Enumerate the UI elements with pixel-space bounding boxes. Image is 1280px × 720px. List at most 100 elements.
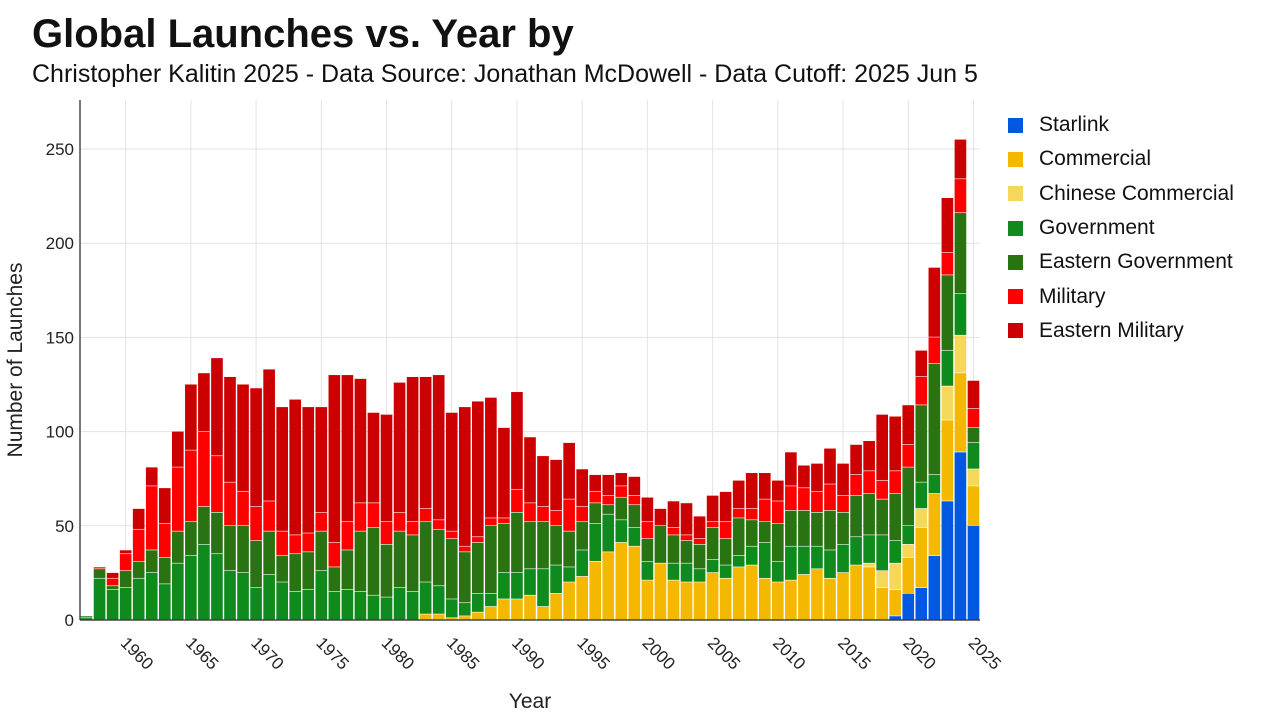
bar-segment (498, 518, 510, 524)
bar-segment (628, 505, 641, 528)
bar-segment (889, 563, 902, 590)
bar-segment (667, 527, 680, 535)
x-tick-label: 2010 (769, 633, 809, 673)
bar-segment (615, 486, 628, 497)
bar-segment (419, 614, 432, 620)
legend: Starlink Commercial Chinese Commercial Gove… (1008, 108, 1234, 348)
bar-segment (119, 587, 132, 620)
bar-segment (93, 578, 106, 620)
bar-segment (798, 465, 810, 488)
bar-segment (915, 587, 928, 620)
bar-segment (772, 480, 784, 501)
legend-label: Eastern Government (1039, 250, 1233, 274)
bar-segment (641, 522, 654, 539)
x-tick-label: 1960 (117, 633, 157, 673)
bar-segment (889, 589, 902, 616)
bar-segment (172, 431, 184, 467)
bar-segment (406, 376, 419, 522)
bar-segment (680, 540, 693, 563)
bar-segment (445, 531, 458, 539)
legend-item[interactable]: Starlink (1008, 108, 1234, 142)
legend-item[interactable]: Eastern Military (1008, 314, 1234, 348)
bar-segment (615, 520, 628, 543)
bar-segment (745, 565, 758, 620)
bar-segment (758, 578, 771, 620)
legend-label: Military (1039, 284, 1106, 308)
bar-segment (198, 506, 210, 545)
bar-segment (915, 482, 928, 509)
bar-segment (928, 267, 941, 337)
bar-segment (915, 405, 928, 482)
bar-segment (432, 520, 445, 529)
bar-segment (811, 491, 823, 512)
bar-segment (863, 471, 875, 494)
bar-segment (902, 544, 915, 558)
bar-segment (902, 467, 915, 526)
bar-segment (706, 527, 719, 560)
bar-segment (772, 501, 784, 524)
bar-segment (824, 550, 836, 578)
bar-segment (367, 412, 380, 503)
legend-item[interactable]: Eastern Government (1008, 245, 1234, 279)
legend-swatch (1008, 186, 1023, 202)
bar-segment (172, 467, 184, 531)
bar-segment (211, 456, 223, 513)
bar-segment (119, 550, 132, 554)
bar-segment (837, 544, 849, 573)
bar-segment (472, 593, 484, 612)
chart-subtitle: Christopher Kalitin 2025 - Data Source: … (32, 60, 978, 88)
bar-segment (850, 444, 862, 475)
legend-item[interactable]: Military (1008, 279, 1234, 313)
bar-segment (928, 474, 941, 494)
bar-segment (224, 376, 236, 482)
bars (80, 139, 980, 620)
bar-segment (537, 569, 549, 607)
bar-segment (719, 578, 732, 620)
bar-segment (315, 512, 328, 531)
bar-segment (928, 493, 941, 556)
bar-segment (902, 557, 915, 594)
x-tick-label: 2005 (704, 633, 744, 673)
legend-item[interactable]: Government (1008, 211, 1234, 245)
bar-segment (198, 373, 210, 431)
bar-segment (106, 589, 119, 620)
bar-segment (419, 582, 432, 614)
bar-segment (719, 565, 732, 578)
bar-segment (328, 567, 341, 592)
bar-segment (654, 563, 667, 620)
x-tick-label: 2000 (639, 633, 679, 673)
bar-segment (172, 531, 184, 563)
bar-segment (680, 582, 693, 620)
legend-label: Commercial (1039, 147, 1152, 171)
bar-segment (511, 599, 523, 620)
bar-segment (589, 491, 602, 503)
bar-segment (811, 546, 823, 569)
bar-segment (889, 416, 902, 471)
bar-segment (876, 414, 888, 480)
bar-segment (380, 544, 393, 597)
legend-item[interactable]: Chinese Commercial (1008, 177, 1234, 211)
bar-segment (824, 484, 836, 511)
legend-swatch (1008, 323, 1023, 339)
bar-segment (367, 503, 380, 528)
bar-segment (328, 542, 341, 567)
bar-segment (485, 518, 497, 526)
bar-segment (967, 380, 980, 409)
bar-segment (315, 407, 328, 513)
bar-segment (145, 550, 158, 573)
bar-segment (341, 550, 354, 590)
x-axis-label: Year (509, 690, 551, 713)
bar-segment (602, 505, 615, 514)
bar-segment (837, 572, 849, 620)
bar-segment (485, 397, 497, 518)
bar-segment (941, 252, 954, 275)
legend-item[interactable]: Commercial (1008, 142, 1234, 176)
bar-segment (602, 495, 615, 505)
bar-segment (172, 563, 184, 620)
bar-segment (432, 529, 445, 586)
bar-segment (863, 563, 875, 567)
bar-segment (615, 473, 628, 486)
bar-segment (824, 578, 836, 620)
bar-segment (328, 591, 341, 620)
bar-segment (250, 506, 262, 541)
